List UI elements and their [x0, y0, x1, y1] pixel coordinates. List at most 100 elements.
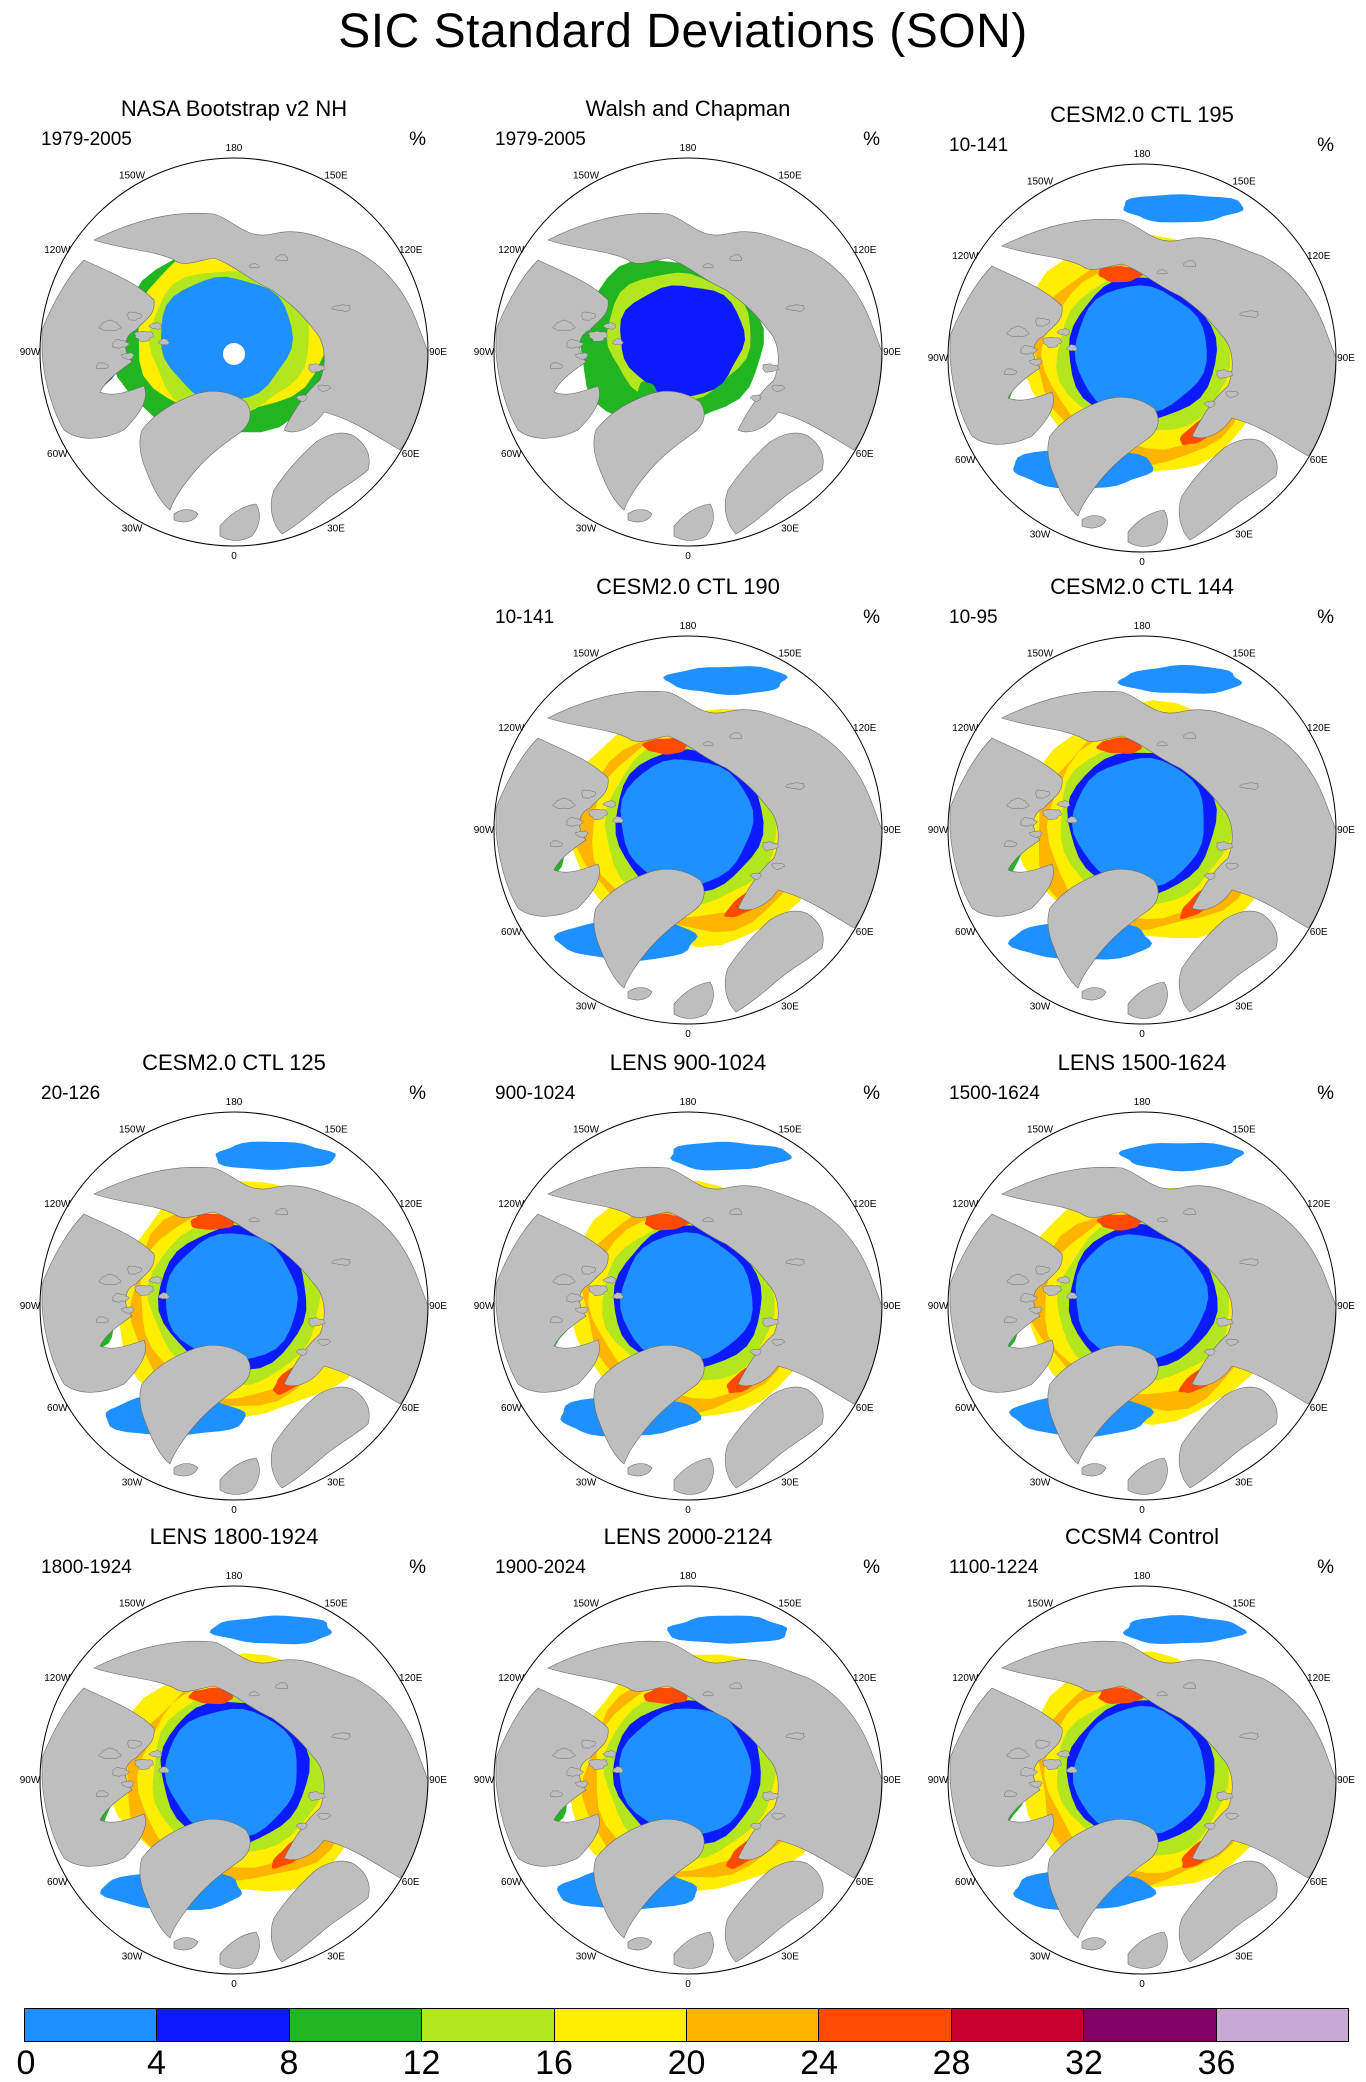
longitude-label: 120W — [952, 251, 979, 262]
longitude-label: 120W — [44, 1673, 71, 1684]
longitude-label: 150W — [1027, 176, 1054, 187]
longitude-label: 60W — [501, 927, 522, 938]
longitude-label: 180 — [226, 1571, 243, 1582]
island — [1066, 1766, 1078, 1774]
longitude-label: 90W — [474, 1775, 495, 1786]
island — [1225, 862, 1240, 870]
island — [771, 1812, 786, 1820]
sic-contour — [670, 1141, 792, 1171]
panel-unit: % — [409, 129, 426, 150]
island — [588, 1284, 608, 1296]
longitude-label: 30E — [327, 524, 345, 535]
island — [580, 789, 596, 799]
island — [120, 352, 135, 360]
panel-title: NASA Bootstrap v2 NH — [120, 96, 348, 121]
island — [1216, 1317, 1234, 1327]
colorbar-swatch — [951, 2009, 1085, 2041]
panel-period: 10-141 — [495, 607, 555, 628]
island — [148, 1276, 163, 1284]
island — [1028, 358, 1043, 366]
island — [1183, 1208, 1197, 1216]
land — [949, 218, 1336, 547]
island — [1066, 816, 1078, 824]
island — [1156, 1217, 1168, 1223]
panel-unit: % — [1317, 607, 1334, 628]
island — [248, 263, 260, 269]
map-panel: NASA Bootstrap v2 NH 180 150E 120E 90E 60E 30E… — [20, 96, 448, 566]
island — [134, 330, 154, 342]
sic-contour — [620, 1232, 753, 1361]
panel-period: 1100-1224 — [949, 1557, 1039, 1578]
island — [1028, 1780, 1043, 1788]
longitude-label: 90E — [883, 825, 901, 836]
panel-title: LENS 1800-1924 — [149, 1524, 319, 1549]
island — [98, 1747, 122, 1759]
sic-contour — [1098, 1687, 1144, 1704]
panel-unit: % — [863, 1557, 880, 1578]
map-border — [39, 1585, 429, 1975]
longitude-label: 90W — [928, 1301, 949, 1312]
longitude-label: 90E — [429, 1301, 447, 1312]
longitude-label: 150E — [1232, 176, 1256, 187]
island — [565, 1767, 584, 1777]
longitude-label: 150E — [778, 1124, 802, 1135]
longitude-label: 120E — [853, 245, 877, 256]
island — [550, 362, 563, 370]
longitude-label: 150E — [324, 1124, 348, 1135]
longitude-label: 30E — [1235, 530, 1253, 541]
longitude-label: 120W — [498, 1199, 525, 1210]
sic-contour — [1096, 737, 1143, 754]
longitude-label: 150E — [1232, 1598, 1256, 1609]
sic-contour — [1075, 1234, 1209, 1364]
colorbar-swatch — [1216, 2009, 1349, 2041]
island — [1203, 400, 1216, 408]
longitude-label: 30W — [1030, 1002, 1051, 1013]
panel-period: 1800-1924 — [41, 1557, 132, 1578]
longitude-label: 90E — [883, 1775, 901, 1786]
longitude-label: 0 — [231, 551, 237, 562]
longitude-label: 0 — [1139, 1029, 1145, 1040]
land-europe — [1127, 1457, 1168, 1495]
panel-title: LENS 1500-1624 — [1057, 1050, 1227, 1075]
land-greenland — [139, 1818, 251, 1939]
polar-map: 180 150E 120E 90E 60E 30E 0 30W 60W 90W 120W 150W — [474, 143, 902, 562]
longitude-label: 0 — [685, 1505, 691, 1516]
island — [552, 797, 576, 809]
longitude-label: 30W — [576, 1478, 597, 1489]
island — [1004, 1316, 1017, 1324]
island — [1216, 369, 1234, 379]
land — [41, 1166, 428, 1495]
land-iceland — [627, 1937, 653, 1951]
land-scandinavia — [1178, 910, 1278, 1013]
land-siberia — [1001, 1640, 1336, 1879]
land-siberia — [1001, 1166, 1336, 1405]
longitude-label: 60E — [1310, 455, 1328, 466]
island — [1216, 841, 1234, 851]
panel-period: 20-126 — [41, 1083, 101, 1104]
island — [565, 339, 584, 349]
island — [602, 800, 617, 808]
longitude-label: 120E — [853, 1673, 877, 1684]
sic-contour — [1074, 285, 1207, 414]
land-europe — [673, 503, 714, 541]
panel-period: 1979-2005 — [41, 129, 132, 150]
island — [331, 304, 351, 312]
land-siberia — [547, 1640, 882, 1879]
island — [1156, 741, 1168, 747]
longitude-label: 150W — [573, 648, 600, 659]
longitude-label: 180 — [226, 143, 243, 154]
longitude-label: 30W — [1030, 530, 1051, 541]
longitude-label: 60W — [955, 927, 976, 938]
longitude-label: 120W — [44, 245, 71, 256]
land-iceland — [627, 987, 653, 1001]
island — [1239, 1732, 1259, 1740]
island — [1006, 1747, 1030, 1759]
land — [495, 1166, 882, 1495]
island — [749, 1348, 762, 1356]
island — [1004, 368, 1017, 376]
longitude-label: 90E — [1337, 1301, 1355, 1312]
land-europe — [1127, 981, 1168, 1019]
sic-contour — [620, 285, 745, 398]
island — [785, 304, 805, 312]
land-scandinavia — [724, 432, 824, 535]
